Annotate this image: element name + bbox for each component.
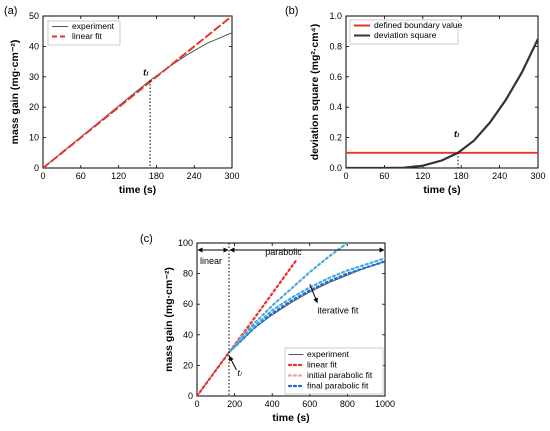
- series-line-final-parabolic-fit: [227, 260, 385, 354]
- y-tick-label: 0: [34, 163, 39, 173]
- x-tick-label: 800: [340, 399, 355, 409]
- chart-panel-a: 0 60 120 180 240 300 0 10 20 30 40 50 time (s) mass g…: [9, 11, 240, 196]
- plot-frame: [196, 242, 386, 397]
- panel-label-c: (c): [140, 233, 153, 245]
- x-tick-label: 0: [194, 399, 199, 409]
- x-tick-label: 60: [76, 171, 86, 181]
- linear-region-label: linear: [200, 256, 222, 266]
- legend-label: final parabolic fit: [307, 381, 369, 391]
- y-tick-label: 0.2: [329, 133, 342, 143]
- legend-label: experiment: [307, 349, 350, 359]
- iterative-fit-arrow: [309, 284, 318, 304]
- y-axis-label: deviation square (mg²·cm⁴): [309, 24, 321, 160]
- series-line-deviation-square: [346, 37, 538, 168]
- series-group: [43, 16, 232, 168]
- x-tick-label: 240: [492, 171, 507, 181]
- legend-label: defined boundary value: [374, 20, 463, 30]
- x-tick-label: 400: [265, 399, 280, 409]
- y-tick-label: 30: [29, 72, 39, 82]
- x-tick-label: 120: [415, 171, 430, 181]
- x-tick-label: 600: [302, 399, 317, 409]
- x-tick-label: 60: [379, 171, 389, 181]
- series-group: [197, 243, 385, 396]
- y-tick-label: 0.4: [329, 102, 342, 112]
- series-line-experiment: [43, 32, 232, 168]
- tl-label: tₗ: [237, 368, 243, 378]
- y-tick-label: 100: [178, 238, 193, 248]
- y-tick-label: 80: [183, 269, 193, 279]
- legend-label: linear fit: [72, 31, 102, 41]
- iterative-fit-label: iterative fit: [317, 305, 359, 315]
- y-tick-label: 10: [29, 133, 39, 143]
- x-tick-label: 240: [187, 171, 202, 181]
- series-line-iterative-fit-2: [227, 257, 385, 354]
- legend-box: [47, 20, 121, 46]
- y-tick-label: 0.8: [329, 41, 342, 51]
- chart-panel-c: 0 200 400 600 800 1000 0 20 40 60 80 100 time (s) mas…: [163, 238, 395, 424]
- tl-label: tₗ: [143, 67, 149, 77]
- legend-label: initial parabolic fit: [307, 370, 373, 380]
- x-tick-label: 300: [224, 171, 239, 181]
- y-tick-label: 1.0: [329, 11, 342, 21]
- series-line-linear-fit: [197, 258, 298, 396]
- x-axis-label: time (s): [423, 184, 460, 196]
- series-line-linear-fit: [43, 16, 232, 168]
- y-tick-label: 20: [29, 102, 39, 112]
- y-tick-label: 60: [183, 299, 193, 309]
- y-tick-label: 0.0: [329, 163, 342, 173]
- legend-label: deviation square: [374, 30, 437, 40]
- x-tick-label: 0: [40, 171, 45, 181]
- chart-panel-b: 0 60 120 180 240 300 0.0 0.2 0.4 0.6 0.8 1.0 time (s…: [309, 11, 546, 196]
- x-tick-label: 0: [343, 171, 348, 181]
- y-tick-label: 0: [188, 391, 193, 401]
- y-tick-label: 40: [183, 330, 193, 340]
- series-line-iterative-fit-1: [227, 243, 349, 354]
- y-axis-label: mass gain (mg·cm⁻²): [9, 40, 21, 145]
- plot-frame: [345, 15, 539, 169]
- panel-label-b: (b): [285, 5, 298, 17]
- y-axis-label: mass gain (mg·cm⁻²): [163, 267, 175, 372]
- panel-label-a: (a): [4, 5, 17, 17]
- x-tick-label: 200: [227, 399, 242, 409]
- legend-box: [349, 19, 459, 45]
- legend-label: experiment: [72, 21, 115, 31]
- tl-arrow: [228, 355, 237, 371]
- x-tick-label: 180: [149, 171, 164, 181]
- x-tick-label: 120: [111, 171, 126, 181]
- y-tick-label: 40: [29, 41, 39, 51]
- x-tick-label: 300: [530, 171, 545, 181]
- x-tick-label: 180: [454, 171, 469, 181]
- x-axis-label: time (s): [272, 412, 309, 424]
- y-tick-label: 50: [29, 11, 39, 21]
- parabolic-region-label: parabolic: [265, 247, 302, 257]
- x-axis-label: time (s): [119, 184, 156, 196]
- plot-frame: [42, 15, 233, 169]
- legend-label: linear fit: [307, 360, 337, 370]
- y-tick-label: 20: [183, 360, 193, 370]
- tl-label: tₗ: [454, 129, 460, 139]
- series-group: [346, 37, 538, 168]
- x-tick-label: 1000: [375, 399, 395, 409]
- y-tick-label: 0.6: [329, 72, 342, 82]
